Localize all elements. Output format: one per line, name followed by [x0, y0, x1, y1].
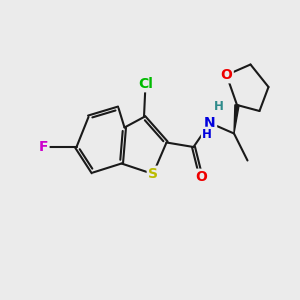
Polygon shape [234, 105, 239, 134]
Text: S: S [148, 167, 158, 181]
Text: F: F [39, 140, 48, 154]
Text: Cl: Cl [138, 77, 153, 91]
Text: H: H [202, 128, 212, 141]
Text: O: O [220, 68, 232, 82]
Text: O: O [195, 170, 207, 184]
Text: H: H [214, 100, 224, 113]
Text: N: N [204, 116, 216, 130]
